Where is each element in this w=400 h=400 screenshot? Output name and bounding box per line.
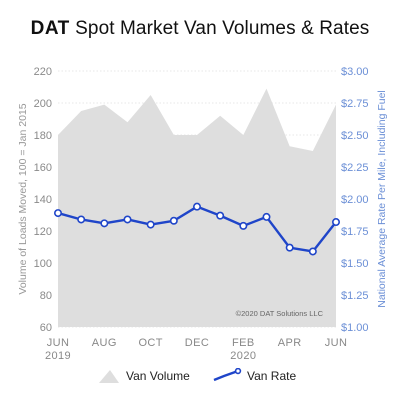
title-text: Spot Market Van Volumes & Rates bbox=[75, 18, 370, 39]
right-tick-label: $2.00 bbox=[341, 194, 369, 206]
x-tick-label: FEB bbox=[232, 337, 255, 349]
van-rate-point bbox=[239, 221, 248, 230]
right-tick-label: $1.75 bbox=[341, 226, 369, 238]
credit-text: ©2020 DAT Solutions LLC bbox=[236, 309, 324, 318]
left-axis-label: Volume of Loads Moved, 100 = Jan 2015 bbox=[17, 103, 29, 294]
left-tick-label: 220 bbox=[34, 66, 52, 78]
van-rate-point bbox=[100, 219, 109, 228]
area-swatch-icon bbox=[99, 370, 119, 383]
right-tick-label: $2.25 bbox=[341, 162, 369, 174]
van-rate-point bbox=[262, 212, 271, 221]
van-rate-point bbox=[53, 209, 62, 218]
legend-label-van-volume: Van Volume bbox=[126, 369, 190, 383]
left-tick-label: 180 bbox=[34, 130, 52, 142]
x-tick-label: AUG bbox=[92, 337, 117, 349]
x-tick-label: OCT bbox=[138, 337, 162, 349]
left-tick-label: 200 bbox=[34, 98, 52, 110]
right-axis-label: National Average Rate Per Mile, Includin… bbox=[376, 90, 388, 308]
x-tick-year-label: 2020 bbox=[230, 350, 256, 362]
right-tick-label: $3.00 bbox=[341, 66, 369, 78]
van-rate-point bbox=[308, 247, 317, 256]
left-tick-label: 140 bbox=[34, 194, 52, 206]
left-tick-label: 60 bbox=[40, 322, 52, 334]
right-axis-ticks: $1.00 $1.25 $1.50 $1.75 $2.00 $2.25 $2.50 $2.75… bbox=[341, 66, 369, 334]
line-marker-swatch-icon bbox=[213, 368, 242, 382]
left-tick-label: 120 bbox=[34, 226, 52, 238]
x-tick-label: JUN bbox=[325, 337, 348, 349]
van-rate-line bbox=[53, 202, 340, 256]
title-brand: DAT bbox=[30, 18, 70, 39]
x-tick-label: JUN bbox=[47, 337, 70, 349]
left-tick-label: 80 bbox=[40, 290, 52, 302]
van-rate-point bbox=[146, 220, 155, 229]
right-tick-label: $1.50 bbox=[341, 258, 369, 270]
van-rate-point bbox=[216, 211, 225, 220]
right-tick-label: $2.50 bbox=[341, 130, 369, 142]
van-rate-point bbox=[193, 202, 202, 211]
legend-item-van-rate: Van Rate bbox=[212, 368, 296, 384]
van-rate-point bbox=[169, 216, 178, 225]
legend-label-van-rate: Van Rate bbox=[247, 369, 297, 383]
chart-title: DAT Spot Market Van Volumes & Rates bbox=[0, 18, 400, 40]
right-tick-label: $2.75 bbox=[341, 98, 369, 110]
x-tick-label: DEC bbox=[185, 337, 209, 349]
right-tick-label: $1.00 bbox=[341, 322, 369, 334]
legend: Van Volume Van Rate bbox=[0, 368, 400, 388]
van-rate-point bbox=[285, 243, 294, 252]
x-tick-label: APR bbox=[278, 337, 302, 349]
left-tick-label: 100 bbox=[34, 258, 52, 270]
x-tick-year-label: 2019 bbox=[45, 350, 71, 362]
van-rate-point bbox=[77, 215, 86, 224]
van-rate-point bbox=[123, 215, 132, 224]
left-axis-ticks: 60 80 100 120 140 160 180 200 220 bbox=[34, 66, 52, 334]
legend-item-van-volume: Van Volume bbox=[98, 368, 190, 384]
right-tick-label: $1.25 bbox=[341, 290, 369, 302]
van-rate-point bbox=[331, 218, 340, 227]
left-tick-label: 160 bbox=[34, 162, 52, 174]
